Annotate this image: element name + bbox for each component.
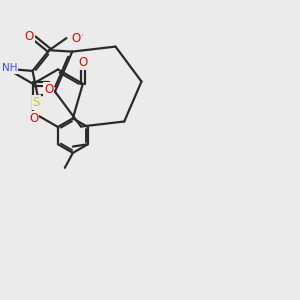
Text: NH: NH bbox=[2, 63, 18, 73]
Text: O: O bbox=[78, 56, 88, 69]
Text: O: O bbox=[25, 30, 34, 43]
Text: O: O bbox=[29, 112, 38, 125]
Text: O: O bbox=[72, 32, 81, 45]
Text: O: O bbox=[44, 83, 53, 96]
Text: S: S bbox=[33, 96, 40, 109]
